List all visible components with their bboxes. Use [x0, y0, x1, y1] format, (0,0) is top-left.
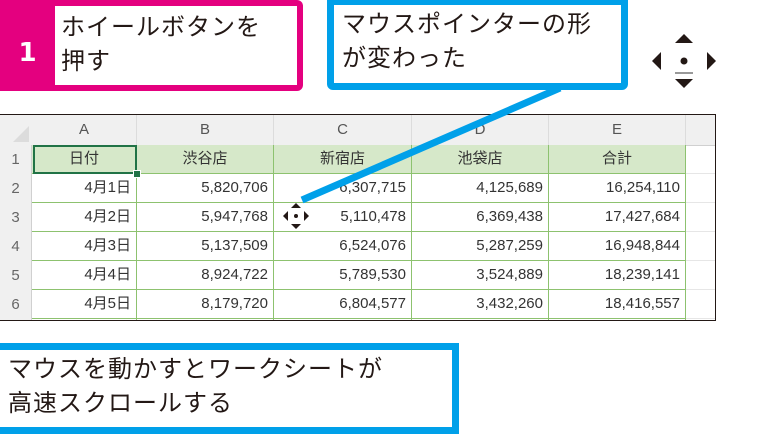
cell-d6[interactable]: 3,432,260 [412, 290, 549, 319]
cell-d2[interactable]: 4,125,689 [412, 174, 549, 203]
row-header-6[interactable]: 6 [0, 290, 32, 319]
callout-fast-scroll: マウスを動かすとワークシートが 高速スクロールする [0, 343, 459, 434]
column-header-e[interactable]: E [549, 115, 686, 145]
cell-f1[interactable] [686, 145, 715, 174]
select-all-corner[interactable] [0, 115, 32, 145]
cell-a7[interactable] [32, 319, 137, 320]
cell-c7[interactable] [274, 319, 412, 320]
cell-a6[interactable]: 4月5日 [32, 290, 137, 319]
cell-a2[interactable]: 4月1日 [32, 174, 137, 203]
column-header-a[interactable]: A [32, 115, 137, 145]
step-number: 1 [18, 37, 37, 68]
column-header-c[interactable]: C [274, 115, 412, 145]
cell-c5[interactable]: 5,789,530 [274, 261, 412, 290]
cell-d3[interactable]: 6,369,438 [412, 203, 549, 232]
cell-d4[interactable]: 5,287,259 [412, 232, 549, 261]
column-header-b[interactable]: B [137, 115, 274, 145]
cell-c3[interactable]: 5,110,478 [274, 203, 412, 232]
step-label-box: 1 ホイールボタンを 押す [0, 0, 303, 91]
step-instruction-line1: ホイールボタンを [61, 13, 261, 41]
row-header-2[interactable]: 2 [0, 174, 32, 203]
row-header-4[interactable]: 4 [0, 232, 32, 261]
cell-d1[interactable]: 池袋店 [412, 145, 549, 174]
cell-f4[interactable] [686, 232, 715, 261]
row-header-1[interactable]: 1 [0, 145, 32, 174]
cell-f2[interactable] [686, 174, 715, 203]
cell-c1[interactable]: 新宿店 [274, 145, 412, 174]
row-header-7[interactable] [0, 319, 32, 320]
autoscroll-cursor-icon [652, 34, 716, 88]
callout-bottom-line1: マウスを動かすとワークシートが [8, 355, 383, 383]
cell-d5[interactable]: 3,524,889 [412, 261, 549, 290]
fill-handle[interactable] [133, 170, 141, 178]
cell-a4[interactable]: 4月3日 [32, 232, 137, 261]
cell-e6[interactable]: 18,416,557 [549, 290, 686, 319]
row-header-3[interactable]: 3 [0, 203, 32, 232]
cell-e3[interactable]: 17,427,684 [549, 203, 686, 232]
cell-b5[interactable]: 8,924,722 [137, 261, 274, 290]
cell-a3[interactable]: 4月2日 [32, 203, 137, 232]
callout-pointer-changed: マウスポインターの形 が変わった [327, 0, 628, 90]
autoscroll-cursor-icon [283, 203, 309, 229]
active-cell-indicator [33, 145, 137, 174]
cell-b6[interactable]: 8,179,720 [137, 290, 274, 319]
cell-b7[interactable] [137, 319, 274, 320]
cell-a1[interactable]: 日付 [32, 145, 137, 174]
row-header-5[interactable]: 5 [0, 261, 32, 290]
step-instruction-line2: 押す [61, 47, 111, 75]
step-instruction: ホイールボタンを 押す [55, 6, 297, 85]
spreadsheet-grid[interactable]: A B C D E 1 2 3 4 5 6 日付 渋谷店 新宿店 池袋店 合計 … [0, 114, 716, 321]
cell-e1[interactable]: 合計 [549, 145, 686, 174]
column-header-row: A B C D E [0, 115, 715, 146]
callout-top-line1: マウスポインターの形 [342, 10, 592, 38]
cell-b3[interactable]: 5,947,768 [137, 203, 274, 232]
cell-c4[interactable]: 6,524,076 [274, 232, 412, 261]
callout-top-line2: が変わった [342, 44, 467, 72]
cell-b2[interactable]: 5,820,706 [137, 174, 274, 203]
cell-b4[interactable]: 5,137,509 [137, 232, 274, 261]
cell-e4[interactable]: 16,948,844 [549, 232, 686, 261]
cell-f3[interactable] [686, 203, 715, 232]
callout-bottom-line2: 高速スクロールする [8, 389, 233, 417]
cell-a5[interactable]: 4月4日 [32, 261, 137, 290]
cell-c6[interactable]: 6,804,577 [274, 290, 412, 319]
cell-f6[interactable] [686, 290, 715, 319]
column-header-d[interactable]: D [412, 115, 549, 145]
cell-f5[interactable] [686, 261, 715, 290]
cell-c2[interactable]: 6,307,715 [274, 174, 412, 203]
cell-d7[interactable] [412, 319, 549, 320]
cell-e2[interactable]: 16,254,110 [549, 174, 686, 203]
cell-e7[interactable] [549, 319, 686, 320]
cell-b1[interactable]: 渋谷店 [137, 145, 274, 174]
cell-e5[interactable]: 18,239,141 [549, 261, 686, 290]
